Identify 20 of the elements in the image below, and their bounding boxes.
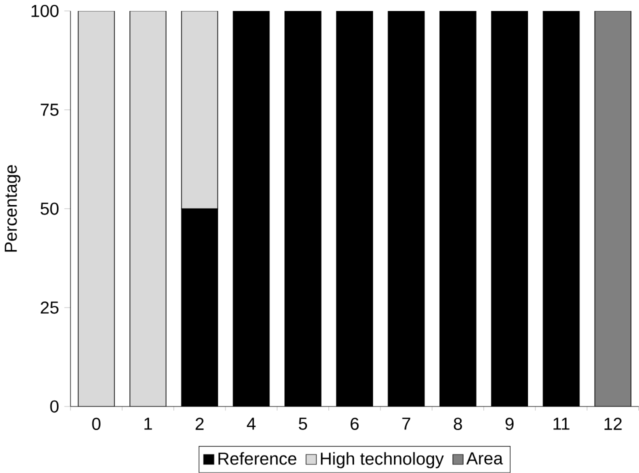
y-tick-label: 75 xyxy=(40,104,58,116)
y-tick-label: 25 xyxy=(40,302,58,314)
x-tick-label: 5 xyxy=(298,418,308,430)
y-tick-label: 0 xyxy=(50,400,59,413)
x-tick-label: 0 xyxy=(92,418,100,430)
legend-label: Area xyxy=(466,452,503,465)
y-tick-label: 50 xyxy=(40,202,59,215)
x-tick-label: 4 xyxy=(246,418,256,430)
legend-label: High technology xyxy=(320,452,444,468)
x-tick-label: 12 xyxy=(604,418,622,430)
x-tick-label: 11 xyxy=(554,418,570,430)
x-tick-label: 2 xyxy=(196,418,204,430)
y-tick-label: 100 xyxy=(32,4,59,18)
x-tick-label: 6 xyxy=(350,418,359,430)
x-tick-label: 8 xyxy=(454,418,462,430)
legend-label: Reference xyxy=(218,452,296,465)
y-axis-title: Percentage xyxy=(4,165,20,252)
x-tick-label: 7 xyxy=(402,418,410,430)
x-tick-label: 9 xyxy=(506,418,514,430)
x-tick-label: 1 xyxy=(144,418,152,430)
